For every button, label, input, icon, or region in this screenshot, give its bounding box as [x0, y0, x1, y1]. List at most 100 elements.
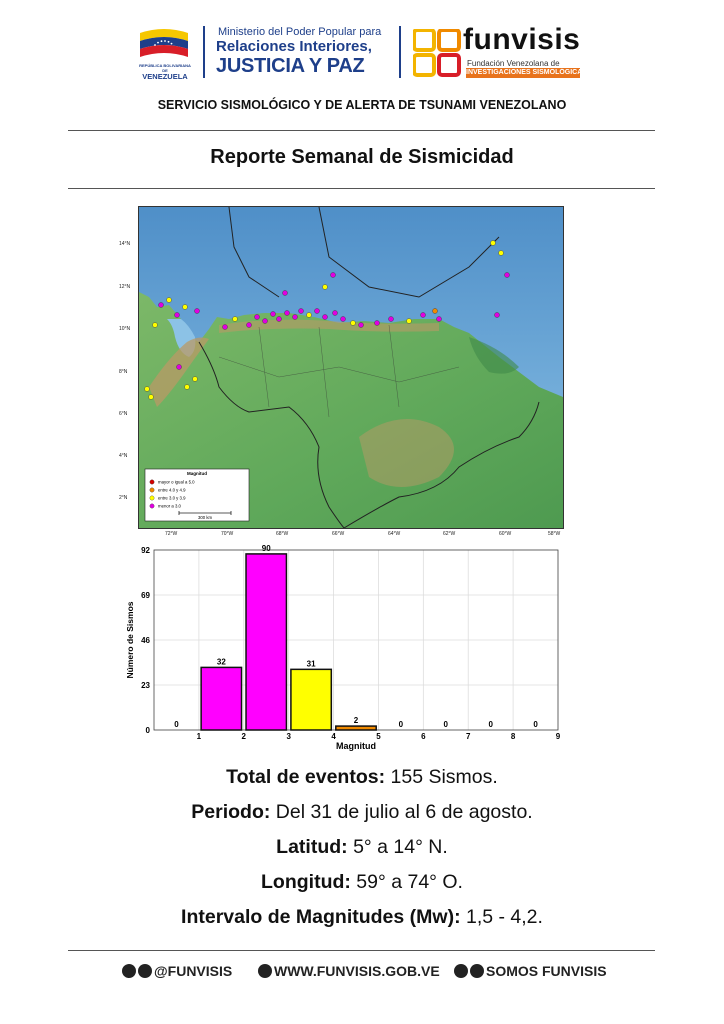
map-longitude-label: 62°W — [443, 531, 456, 537]
funvisis-logo-icon — [413, 29, 461, 77]
longitude-value: 59° a 74° O. — [350, 871, 463, 893]
total-events-value: 155 Sismos. — [385, 766, 498, 788]
seismicity-map: Magnitud mayor o igual a 5.0 entre 4.0 y… — [138, 206, 564, 529]
org-subtitle-banner: INVESTIGACIONES SISMOLÓGICAS — [466, 68, 587, 78]
org-subtitle: Fundación Venezolana de — [467, 59, 560, 68]
bar-value-label: 0 — [174, 720, 179, 729]
map-longitude-label: 72°W — [165, 531, 178, 537]
globe-icon — [258, 964, 272, 978]
header-divider — [203, 26, 205, 78]
bar-value-label: 0 — [444, 720, 449, 729]
legend-item-label: mayor o igual a 5.0 — [158, 480, 195, 485]
y-tick-label: 92 — [141, 546, 150, 555]
x-tick-label: 2 — [242, 732, 247, 741]
map-legend: Magnitud mayor o igual a 5.0 entre 4.0 y… — [144, 468, 250, 522]
y-tick-label: 23 — [141, 681, 150, 690]
y-tick-label: 0 — [146, 726, 151, 735]
divider — [68, 188, 655, 189]
period-line: Periodo: Del 31 de julio al 6 de agosto. — [0, 801, 724, 824]
instagram-icon — [138, 964, 152, 978]
divider — [68, 130, 655, 131]
gov-country-label: VENEZUELA — [142, 72, 188, 81]
x-axis-label: Magnitud — [336, 741, 376, 751]
map-latitude-label: 12°N — [119, 284, 131, 290]
period-label: Periodo: — [191, 801, 271, 823]
legend-item-label: entre 4.0 y 4.9 — [158, 488, 186, 493]
gov-republic-label: REPÚBLICA BOLIVARIANA DE — [139, 63, 191, 73]
map-latitude-label: 10°N — [119, 326, 131, 332]
latitude-value: 5° a 14° N. — [347, 836, 448, 858]
magnitude-range-line: Intervalo de Magnitudes (Mw): 1,5 - 4,2. — [0, 906, 724, 929]
histogram-bar — [245, 553, 288, 731]
map-longitude-label: 70°W — [221, 531, 234, 537]
longitude-line: Longitud: 59° a 74° O. — [0, 871, 724, 894]
x-tick-label: 3 — [286, 732, 291, 741]
map-longitude-label: 66°W — [332, 531, 345, 537]
x-tick-label: 6 — [421, 732, 426, 741]
org-name: funvisis — [463, 23, 581, 56]
x-tick-label: 4 — [331, 732, 336, 741]
ministry-line-3: JUSTICIA Y PAZ — [216, 55, 365, 77]
latitude-label: Latitud: — [276, 836, 348, 858]
footer-website[interactable]: WWW.FUNVISIS.GOB.VE — [258, 963, 440, 979]
bar-value-label: 31 — [307, 659, 316, 668]
x-tick-label: 7 — [466, 732, 471, 741]
total-events-label: Total de eventos: — [226, 766, 386, 788]
page-title: Reporte Semanal de Sismicidad — [210, 146, 514, 168]
ministry-line-1: Ministerio del Poder Popular para — [218, 26, 382, 38]
histogram-bar — [290, 668, 333, 731]
orinoco-delta — [469, 337, 519, 374]
x-tick-label: 5 — [376, 732, 381, 741]
divider — [68, 950, 655, 951]
legend-item-label: menor a 3.0 — [158, 504, 182, 509]
histogram-bar — [200, 666, 243, 731]
longitude-label: Longitud: — [261, 871, 351, 893]
map-longitude-label: 58°W — [548, 531, 561, 537]
social-handle: @FUNVISIS — [154, 963, 233, 979]
website-link: WWW.FUNVISIS.GOB.VE — [274, 963, 440, 979]
map-latitude-label: 14°N — [119, 241, 131, 247]
map-latitude-label: 2°N — [119, 495, 128, 501]
map-latitude-label: 8°N — [119, 369, 128, 375]
bar-value-label: 32 — [217, 657, 226, 666]
venezuela-flag-icon — [140, 29, 188, 57]
bar-value-label: 90 — [262, 544, 271, 553]
magnitude-range-value: 1,5 - 4,2. — [460, 906, 543, 928]
legend-item-label: entre 3.0 y 3.9 — [158, 496, 186, 501]
x-tick-label: 9 — [556, 732, 561, 741]
x-tick-label: 8 — [511, 732, 516, 741]
header-divider — [399, 26, 401, 78]
bar-value-label: 0 — [488, 720, 493, 729]
map-longitude-label: 60°W — [499, 531, 512, 537]
histogram-bar — [335, 725, 377, 731]
period-value: Del 31 de julio al 6 de agosto. — [270, 801, 533, 823]
social-name: SOMOS FUNVISIS — [486, 963, 607, 979]
map-latitude-label: 6°N — [119, 411, 128, 417]
bar-value-label: 0 — [533, 720, 538, 729]
legend-scale-label: 300 km — [198, 515, 213, 520]
ministry-line-2: Relaciones Interiores, — [216, 38, 372, 55]
guayana-relief — [359, 419, 454, 487]
x-icon — [454, 964, 468, 978]
state-boundaries — [218, 324, 460, 418]
tiktok-icon — [122, 964, 136, 978]
magnitude-range-label: Intervalo de Magnitudes (Mw): — [181, 906, 461, 928]
andes-relief — [149, 337, 209, 407]
youtube-icon — [470, 964, 484, 978]
country-boundaries — [198, 207, 540, 528]
map-latitude-label: 4°N — [119, 453, 128, 459]
bar-value-label: 2 — [354, 716, 359, 725]
total-events-line: Total de eventos: 155 Sismos. — [0, 766, 724, 789]
y-axis-label: Número de Sismos — [125, 601, 135, 678]
latitude-line: Latitud: 5° a 14° N. — [0, 836, 724, 859]
y-tick-label: 69 — [141, 591, 150, 600]
coastal-range-relief — [219, 319, 439, 333]
y-tick-label: 46 — [141, 636, 150, 645]
map-longitude-label: 64°W — [388, 531, 401, 537]
footer-social[interactable]: @FUNVISIS — [122, 963, 232, 979]
map-longitude-label: 68°W — [276, 531, 289, 537]
x-tick-label: 1 — [197, 732, 202, 741]
footer-social-x[interactable]: SOMOS FUNVISIS — [454, 963, 607, 979]
service-heading: SERVICIO SISMOLÓGICO Y DE ALERTA DE TSUN… — [157, 98, 567, 112]
